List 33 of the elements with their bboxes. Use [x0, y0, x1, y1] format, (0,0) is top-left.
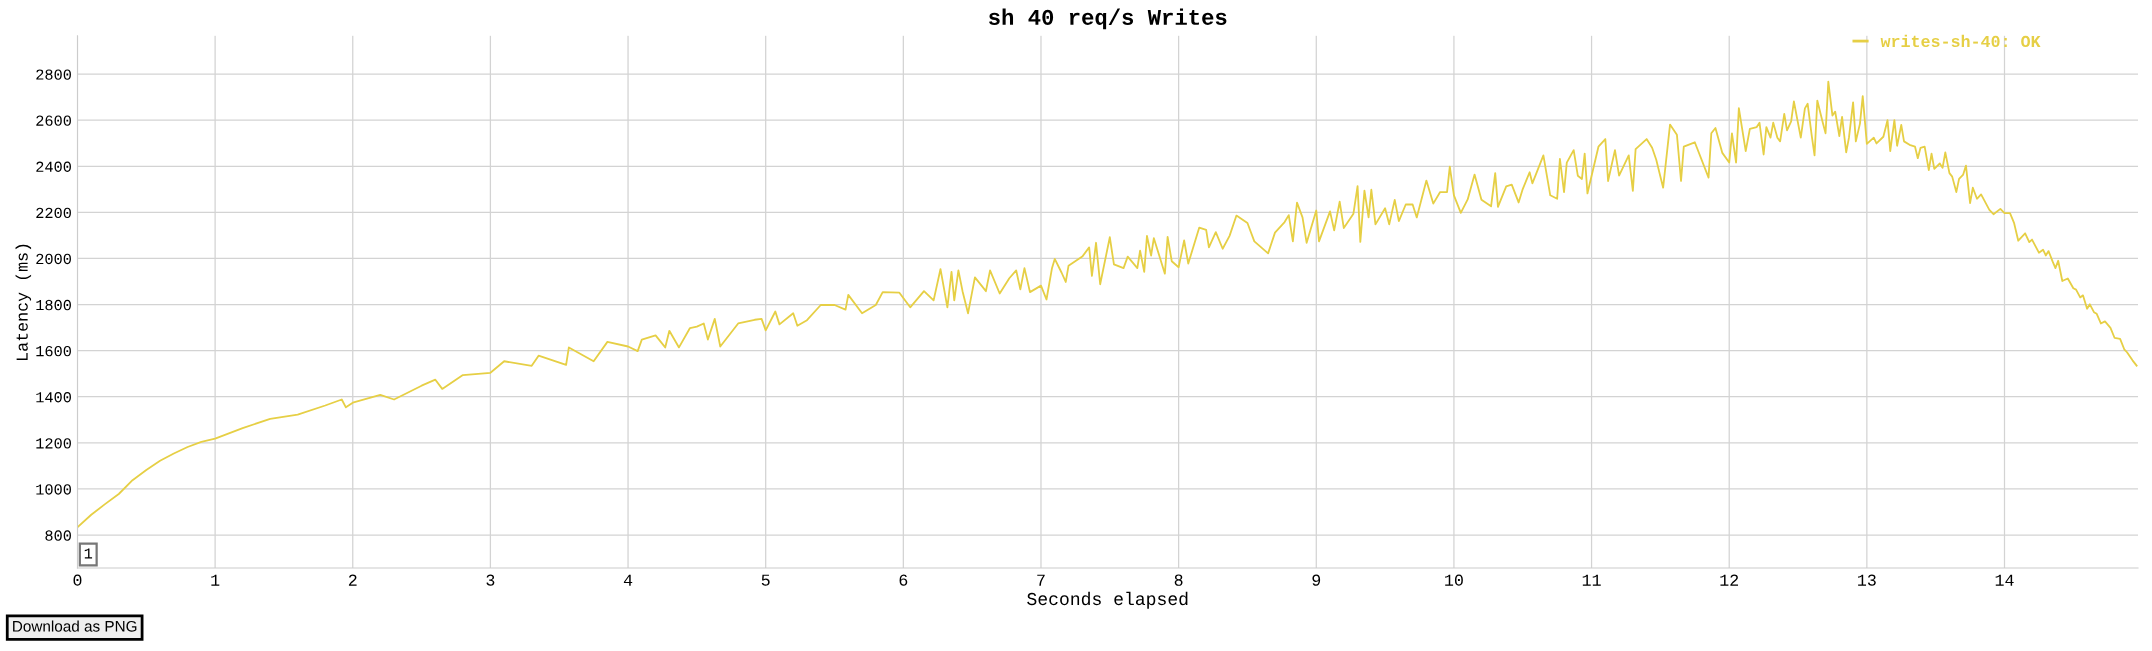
x-axis-title: Seconds elapsed — [1027, 591, 1188, 609]
x-tick-label: 12 — [1720, 574, 1739, 586]
y-tick-label: 1000 — [36, 484, 71, 495]
x-tick-label: 3 — [486, 574, 495, 586]
x-tick-label: 4 — [623, 574, 633, 586]
y-axis-title: Latency (ms) — [15, 244, 32, 360]
legend-label: writes-sh-40: OK — [1880, 34, 2041, 48]
x-tick-label: 10 — [1445, 574, 1463, 586]
x-tick-label: 5 — [761, 574, 770, 586]
x-tick-label: 2 — [348, 574, 357, 586]
x-tick-label: 0 — [73, 574, 82, 586]
x-tick-label: 9 — [1312, 574, 1321, 586]
y-tick-label: 1600 — [36, 345, 71, 357]
y-tick-label: 1200 — [36, 438, 71, 449]
y-tick-label: 2800 — [36, 69, 71, 80]
y-tick-label: 2400 — [36, 161, 71, 172]
y-tick-label: 2600 — [36, 115, 71, 126]
x-tick-label: 8 — [1174, 574, 1183, 586]
text: Download as PNG — [13, 620, 137, 632]
x-tick-label: 13 — [1858, 574, 1876, 586]
x-tick-label: 11 — [1582, 574, 1601, 586]
chart-title: sh 40 req/s Writes — [989, 8, 1227, 30]
y-tick-label: 2200 — [36, 207, 71, 219]
y-tick-label: 1800 — [36, 299, 71, 311]
y-tick-label: 800 — [45, 530, 71, 541]
y-tick-label: 1400 — [36, 392, 71, 403]
annotation: 1 — [84, 548, 93, 559]
x-tick-label: 1 — [211, 574, 220, 586]
x-tick-label: 6 — [899, 574, 908, 586]
x-tick-label: 7 — [1037, 574, 1045, 586]
x-tick-label: 14 — [1995, 574, 2014, 586]
y-tick-label: 2000 — [36, 253, 71, 265]
line-series — [77, 80, 2138, 529]
